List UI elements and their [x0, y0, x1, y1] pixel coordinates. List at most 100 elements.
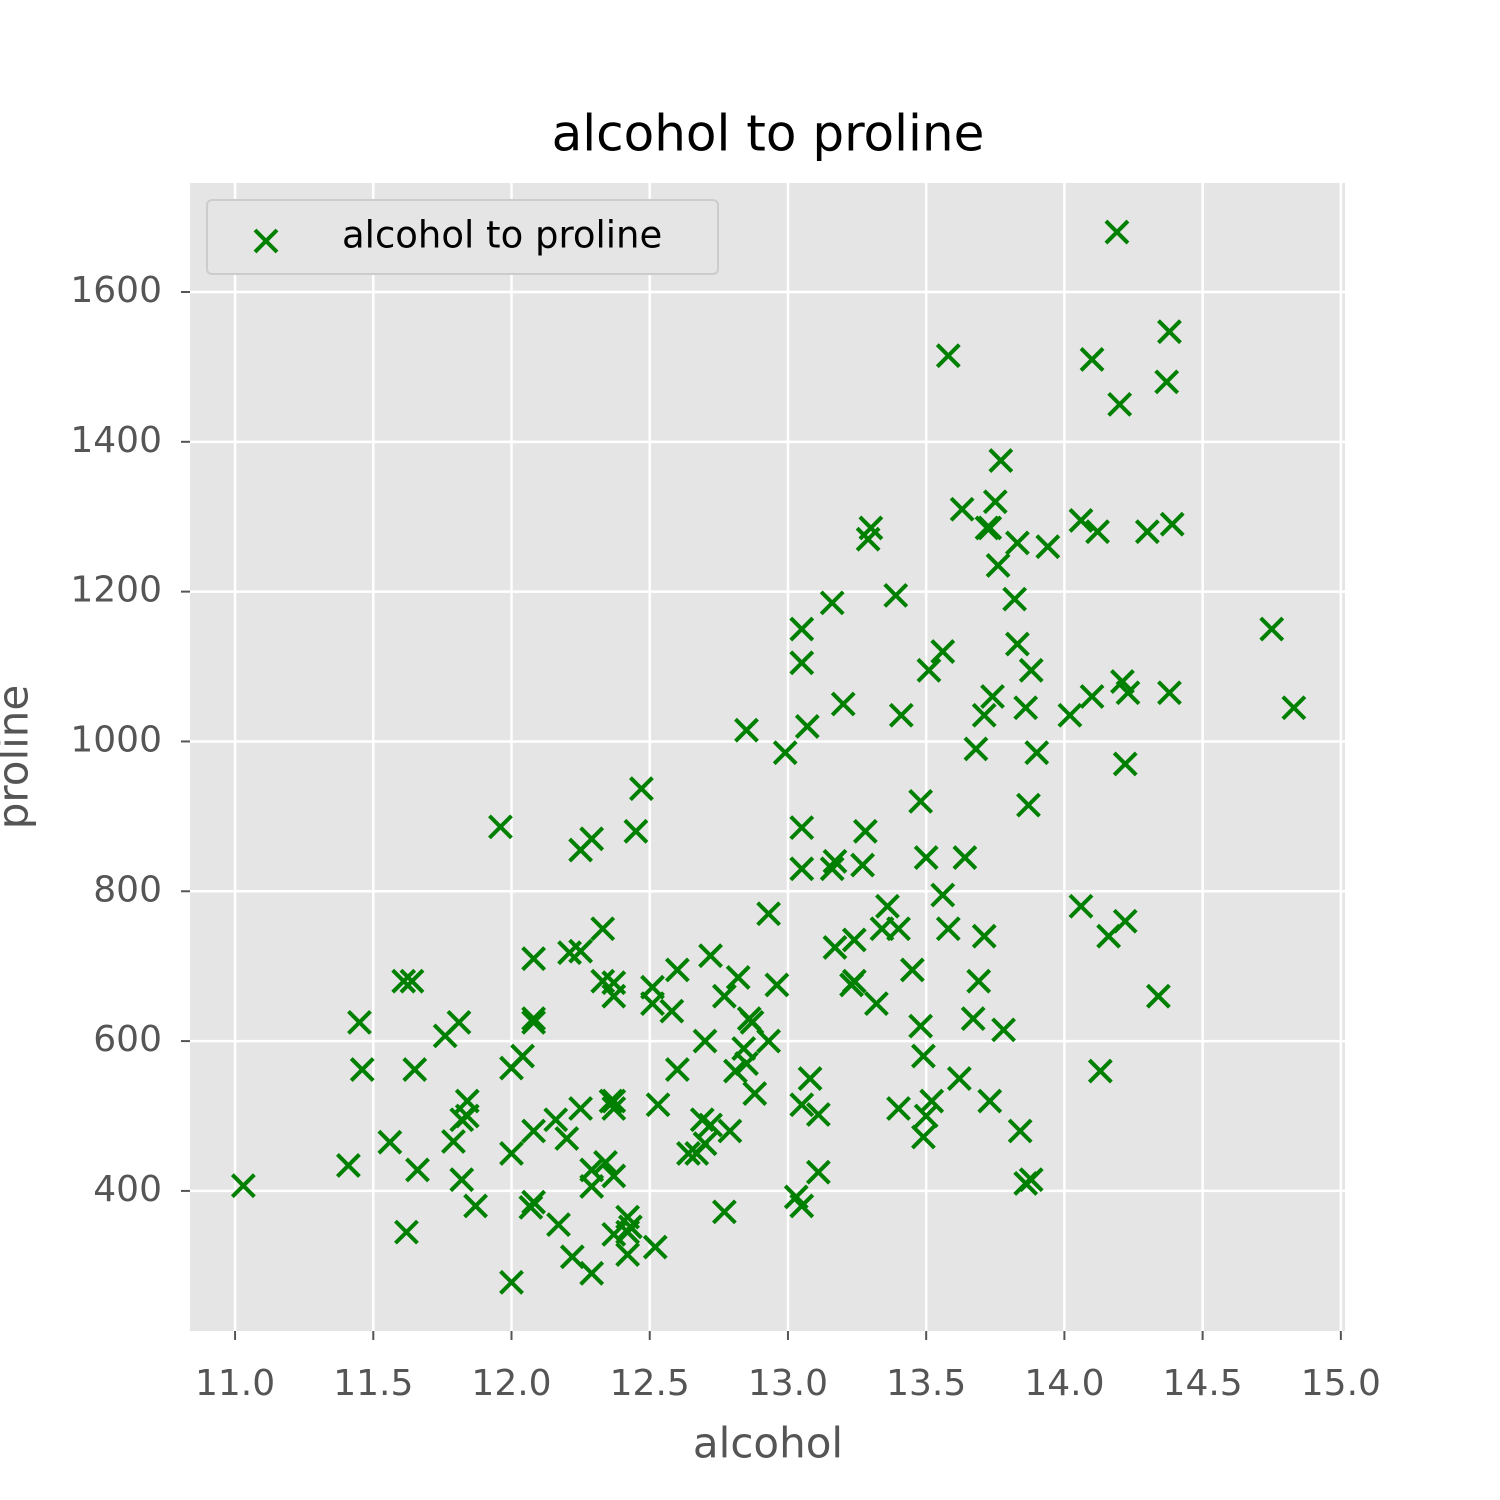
x-axis-label: alcohol — [693, 1419, 843, 1468]
marker — [1068, 508, 1094, 533]
marker — [1018, 657, 1044, 683]
marker — [1154, 369, 1180, 395]
marker — [521, 1118, 547, 1144]
marker — [521, 1006, 547, 1032]
marker — [908, 788, 934, 814]
marker — [789, 650, 815, 676]
marker — [819, 590, 845, 616]
y-tick-label: 1400 — [70, 420, 162, 461]
x-tick-label: 11.5 — [333, 1363, 413, 1404]
marker — [908, 1013, 934, 1039]
marker — [1004, 631, 1030, 657]
marker — [1079, 684, 1105, 709]
marker — [839, 972, 864, 998]
marker — [982, 489, 1008, 515]
marker — [911, 1124, 936, 1150]
marker — [1079, 346, 1105, 372]
marker — [664, 1057, 690, 1082]
marker — [1107, 391, 1133, 417]
marker — [946, 1066, 972, 1091]
marker — [521, 1009, 547, 1035]
marker — [711, 1199, 737, 1225]
marker — [1145, 983, 1171, 1009]
marker — [521, 946, 547, 972]
plot-area — [190, 183, 1345, 1331]
marker — [963, 736, 989, 762]
marker — [642, 1234, 668, 1260]
marker — [623, 818, 649, 844]
marker — [822, 935, 848, 960]
marker — [911, 1043, 936, 1069]
marker — [568, 938, 594, 964]
marker — [1013, 695, 1039, 721]
marker — [488, 814, 513, 840]
marker — [966, 968, 992, 994]
marker — [394, 1219, 419, 1245]
marker — [734, 1051, 759, 1076]
marker — [1157, 680, 1182, 706]
marker — [974, 515, 1000, 541]
marker — [930, 639, 956, 664]
marker — [1112, 751, 1138, 777]
marker — [789, 815, 815, 841]
marker — [1007, 1118, 1033, 1144]
marker — [772, 740, 798, 766]
marker — [230, 1173, 256, 1199]
marker — [960, 1006, 986, 1032]
marker — [919, 1088, 945, 1114]
marker — [1018, 1167, 1044, 1193]
marker — [645, 1092, 671, 1118]
y-axis-label: proline — [0, 685, 38, 830]
x-tick-label: 12.5 — [610, 1363, 690, 1404]
marker — [1002, 586, 1028, 612]
marker — [402, 1057, 428, 1082]
marker — [711, 983, 737, 1009]
marker — [590, 916, 616, 942]
y-tick-label: 1200 — [70, 570, 162, 611]
marker — [615, 1242, 641, 1268]
legend-label: alcohol to proline — [342, 214, 662, 257]
marker — [841, 927, 867, 953]
marker — [640, 991, 665, 1017]
marker — [391, 968, 417, 994]
marker — [980, 684, 1005, 709]
x-tick-label: 15.0 — [1301, 1363, 1381, 1404]
marker — [886, 916, 911, 942]
marker — [1024, 740, 1050, 766]
marker — [601, 983, 627, 1009]
marker — [789, 1193, 815, 1219]
x-tick-label: 14.0 — [1024, 1363, 1104, 1404]
marker — [789, 856, 815, 882]
marker — [499, 1141, 524, 1166]
marker — [819, 856, 845, 882]
marker — [717, 1118, 743, 1144]
marker — [888, 702, 914, 728]
marker — [579, 1260, 605, 1286]
marker — [617, 1214, 643, 1240]
marker — [1016, 792, 1041, 818]
marker — [349, 1057, 375, 1082]
marker — [546, 1212, 571, 1238]
marker — [554, 1126, 580, 1151]
marker — [725, 965, 751, 990]
marker — [913, 845, 939, 870]
marker — [913, 1103, 939, 1129]
marker — [692, 1028, 718, 1054]
marker — [1057, 702, 1083, 728]
x-tick-label: 11.0 — [195, 1363, 275, 1404]
marker — [676, 1141, 701, 1166]
marker — [739, 1009, 765, 1035]
marker — [805, 1102, 831, 1127]
legend-marker — [253, 228, 279, 254]
marker — [698, 1112, 723, 1138]
marker — [789, 1092, 815, 1118]
marker — [1068, 893, 1094, 919]
marker — [432, 1023, 458, 1049]
marker — [568, 1096, 594, 1121]
marker — [971, 702, 997, 728]
marker — [1259, 616, 1285, 642]
marker — [1159, 511, 1185, 537]
marker — [601, 1163, 627, 1189]
marker — [568, 837, 594, 863]
